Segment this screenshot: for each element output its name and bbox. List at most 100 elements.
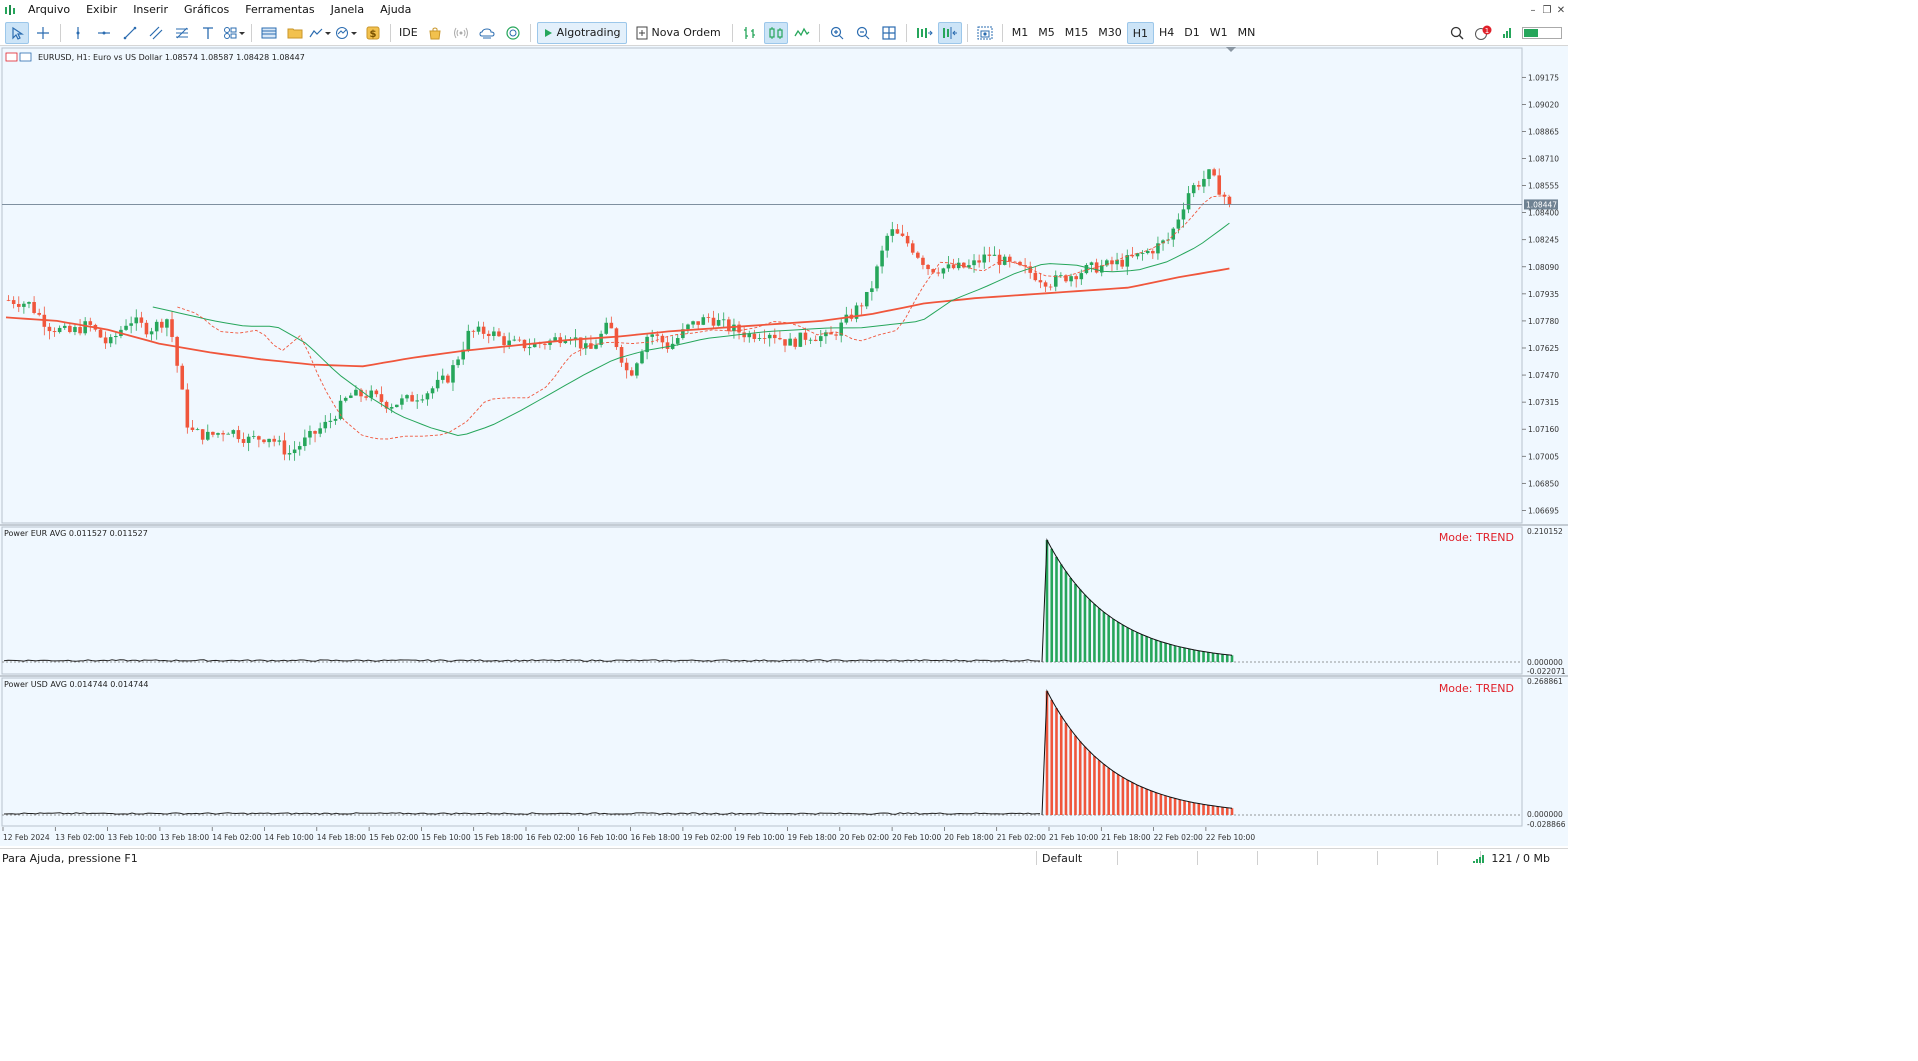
menu-item-janela[interactable]: Janela [330,3,365,16]
candle-body [129,323,133,326]
chart-window[interactable]: EURUSD, H1: Euro vs US Dollar 1.08574 1.… [0,46,1568,846]
candle-body [338,400,343,419]
candle-body [1007,256,1012,262]
navigator-button[interactable] [283,22,307,44]
chart-shift-button[interactable] [937,21,962,44]
status-profile[interactable]: Default [1042,852,1083,865]
candle-body [711,317,716,326]
restore-icon[interactable]: ❐ [1542,4,1552,16]
dollar-button[interactable]: $ [361,22,385,44]
time-axis[interactable]: 12 Feb 2024 13 Feb 02:00 13 Feb 10:00 13 Fe… [2,827,1255,842]
histogram-bar [1216,653,1220,662]
histogram-bar [1197,803,1201,815]
candle-body [1171,228,1176,240]
histogram-baseline [3,659,1040,662]
status-separator [1437,851,1438,865]
close-icon[interactable]: ✕ [1556,4,1566,16]
candle-body [384,401,389,409]
menu-item-ferramentas[interactable]: Ferramentas [245,3,315,16]
algotrading-button[interactable]: Algotrading [536,21,627,44]
status-separator [1197,851,1198,865]
status-traffic[interactable]: 121 / 0 Mb [1473,852,1550,865]
candle-body [982,254,987,263]
timeframe-m30[interactable]: M30 [1098,25,1122,39]
shapes-button[interactable] [222,22,246,44]
vertical-line-icon [76,26,80,39]
text-tool-button[interactable] [196,22,220,44]
tile-windows-button[interactable] [877,22,901,44]
histogram-bar [1078,589,1082,662]
timeframe-h4[interactable]: H4 [1159,25,1175,39]
timeframe-m1[interactable]: M1 [1011,25,1029,39]
menu-item-ajuda[interactable]: Ajuda [380,3,412,16]
bar-chart-button[interactable] [738,22,762,44]
timeframe-w1[interactable]: W1 [1209,25,1228,39]
candle-body [262,439,266,443]
candle-body [1013,261,1017,263]
histogram-bar [1150,790,1153,815]
market-watch-button[interactable] [257,22,281,44]
current-price-tag [1524,199,1558,210]
new-order-button[interactable]: Nova Ordem [631,22,726,44]
candle-body [665,342,670,349]
histogram-bar [1131,630,1134,662]
pane-separator[interactable] [0,675,1568,677]
autoscroll-button[interactable] [912,22,936,44]
candlestick-chart-button[interactable] [763,21,788,44]
market-button[interactable] [423,22,447,44]
candle-body [609,322,614,329]
histogram-bar [1159,641,1163,662]
histogram-bar [1202,651,1205,662]
chart-shift-marker[interactable] [1226,47,1236,52]
candle-body [1186,193,1191,210]
timeframe-mn[interactable]: MN [1237,25,1256,39]
vertical-line-button[interactable] [66,22,90,44]
horizontal-line-button[interactable] [92,22,116,44]
ide-button[interactable]: IDE [399,26,418,39]
histogram-bar [1221,807,1224,815]
candle-body [701,317,706,325]
community-button[interactable] [501,22,525,44]
minimize-icon[interactable]: – [1530,4,1536,16]
candle-body [1064,275,1068,282]
candle-body [977,260,981,263]
timeframe-h1[interactable]: H1 [1126,21,1154,44]
histogram-bar [1083,746,1087,815]
channel-button[interactable] [144,22,168,44]
zoom-out-button[interactable] [851,22,875,44]
menu-item-graficos[interactable]: Gráficos [184,3,230,16]
histogram-bar [1116,774,1120,815]
vps-button[interactable] [475,22,499,44]
candle-body [783,339,787,346]
time-tick-label: 15 Feb 02:00 [369,833,418,842]
timeframe-d1[interactable]: D1 [1184,25,1200,39]
screenshot-button[interactable] [973,22,997,44]
line-chart-button[interactable] [790,22,814,44]
zoom-in-button[interactable] [825,22,849,44]
timeframe-m5[interactable]: M5 [1038,25,1055,39]
chart-canvas[interactable]: EURUSD, H1: Euro vs US Dollar 1.08574 1.… [0,46,1568,846]
signals-button[interactable] [449,22,473,44]
menu-item-arquivo[interactable]: Arquivo [28,3,71,16]
chart-template-button[interactable] [335,22,359,44]
fibonacci-button[interactable] [170,22,194,44]
candle-body [895,229,900,234]
candle-body [987,254,992,256]
menu-item-inserir[interactable]: Inserir [133,3,169,16]
timeframe-m15[interactable]: M15 [1064,25,1089,39]
cursor-tool-button[interactable] [5,21,29,44]
pane-separator[interactable] [0,524,1568,526]
line-chart-icon [794,27,810,36]
indicators-button[interactable] [309,22,333,44]
candle-body [1099,265,1104,273]
menu-item-exibir[interactable]: Exibir [86,3,118,16]
notification-icon[interactable]: 1 [1474,25,1492,41]
candle-body [808,339,813,341]
search-icon[interactable] [1450,26,1464,40]
price-axis[interactable]: 1.09175 1.09020 1.08865 1.08710 1.08555 1.084… [1522,73,1559,515]
candlestick-icon [769,26,783,39]
candle-body [32,302,36,313]
crosshair-tool-button[interactable] [31,22,55,44]
histogram-bar [1150,638,1153,662]
trendline-button[interactable] [118,22,142,44]
